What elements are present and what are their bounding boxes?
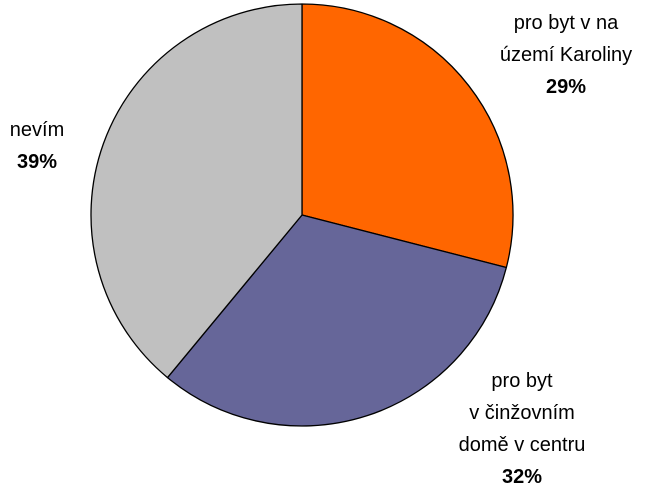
slice-label-nevim: nevím 39%	[6, 114, 68, 178]
pie-slice-cinzovni-dum	[166, 214, 508, 427]
slice-label-karolina: pro byt v na území Karoliny 29%	[486, 7, 646, 103]
slice-label-line: v činžovním	[469, 402, 575, 424]
slice-label-line: pro byt v na	[513, 12, 619, 34]
slice-value-label: 29%	[545, 76, 587, 98]
pie-slice-karolina	[301, 3, 514, 269]
slice-label-line: území Karoliny	[499, 44, 633, 66]
slice-value-label: 39%	[16, 151, 58, 173]
slice-value-label: 32%	[501, 466, 543, 488]
slice-label-line: domě v centru	[458, 434, 586, 456]
slice-label-line: nevím	[9, 119, 65, 141]
slice-label-line: pro byt	[491, 370, 553, 392]
slice-label-cinzovni-dum: pro byt v činžovním domě v centru 32%	[432, 365, 612, 489]
pie-slice-nevim	[90, 3, 303, 379]
